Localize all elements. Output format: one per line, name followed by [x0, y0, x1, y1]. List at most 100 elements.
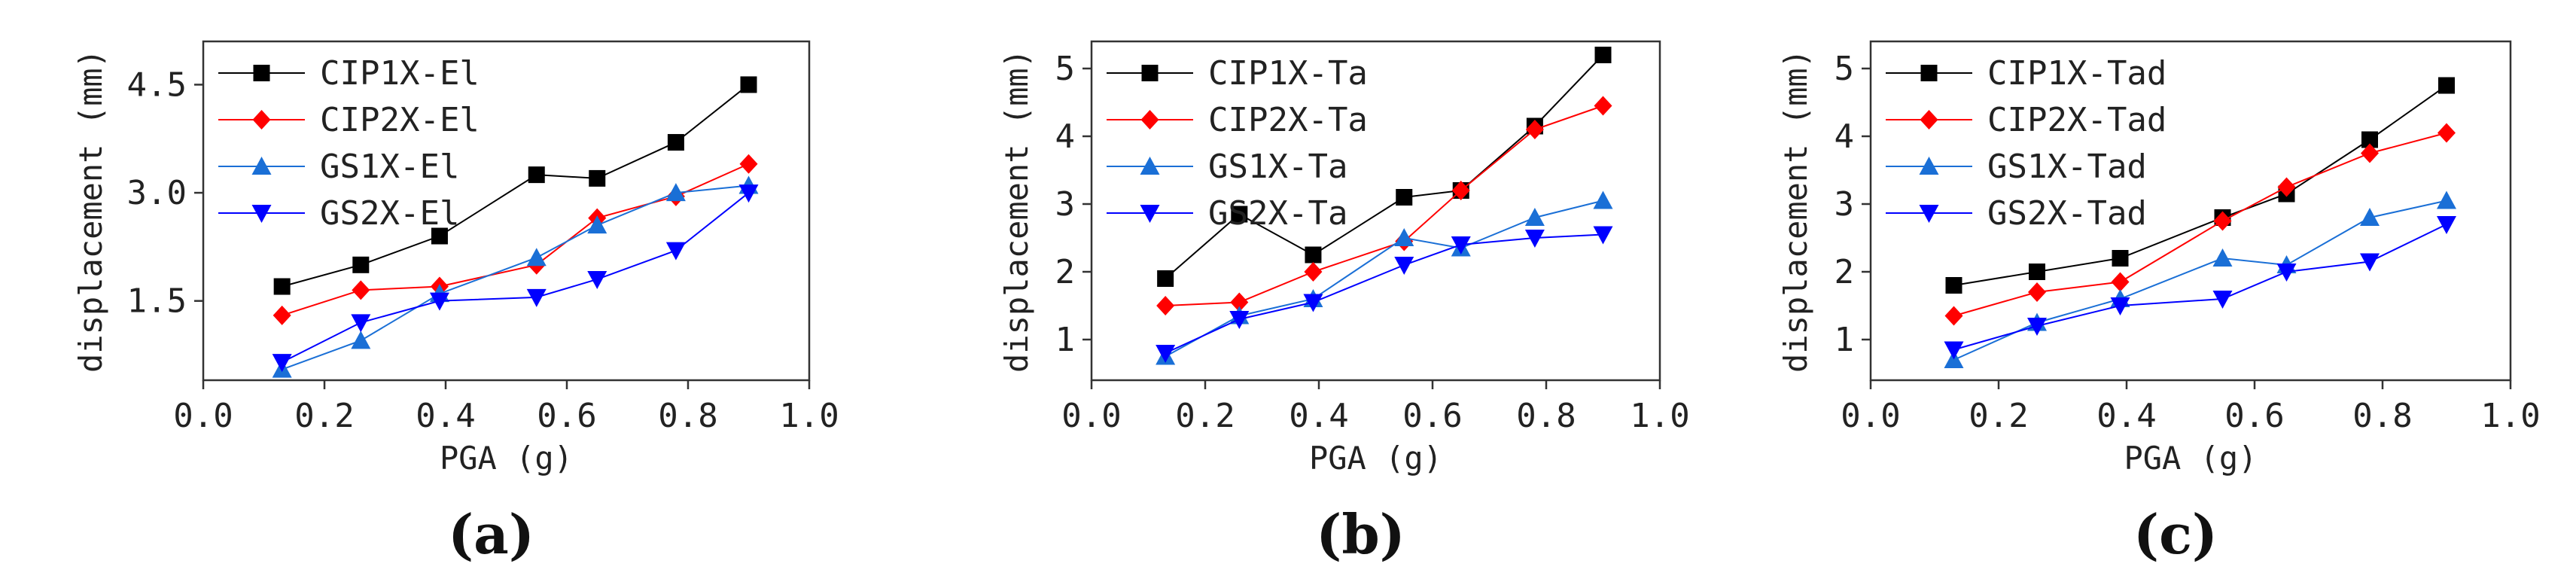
data-point [665, 183, 686, 202]
data-point [429, 292, 449, 311]
legend-label: GS1X-Tad [1987, 148, 2147, 186]
data-point [1396, 189, 1413, 206]
legend-marker [1141, 65, 1159, 81]
data-point [1945, 277, 1962, 294]
x-tick-label: 0.8 [658, 397, 717, 435]
plot-frame [202, 40, 811, 382]
x-axis-label: PGA (g) [1309, 440, 1442, 477]
data-point [2361, 143, 2379, 163]
data-point [2212, 248, 2233, 267]
legend-marker [252, 110, 271, 129]
data-point [1451, 236, 1471, 254]
legend-label: CIP2X-Ta [1208, 101, 1368, 139]
legend-marker [1920, 65, 1938, 81]
x-tick-label: 0.6 [537, 397, 596, 435]
data-point [526, 248, 547, 267]
data-point [1305, 246, 1322, 264]
x-tick-label: 1.0 [2480, 397, 2540, 435]
panel-caption: (b) [1316, 502, 1405, 566]
y-tick-label: 1 [1835, 321, 1855, 359]
x-tick-label: 1.0 [1630, 397, 1689, 435]
data-point [667, 134, 684, 151]
legend-label: GS2X-Ta [1208, 194, 1347, 233]
data-point [1157, 270, 1174, 287]
data-point [665, 242, 686, 261]
data-point [1304, 262, 1323, 282]
data-point [2028, 282, 2046, 302]
x-tick-label: 0.0 [173, 397, 233, 435]
legend-label: CIP1X-Tad [1987, 54, 2166, 93]
legend-label: CIP1X-El [320, 54, 480, 93]
data-point [587, 215, 607, 234]
data-point [2360, 208, 2380, 226]
data-point [1394, 228, 1414, 246]
data-point [1524, 230, 1545, 248]
legend-label: GS1X-Ta [1208, 148, 1347, 186]
panel-caption: (a) [448, 502, 534, 566]
chart-panel-b: 0.0 0.2 0.4 0.6 0.8 1.0 1 2 3 4 5 PGA (g) displaceme… [998, 40, 1690, 566]
x-tick-label: 0.8 [1516, 397, 1576, 435]
data-point [1944, 306, 1963, 326]
data-point [1229, 311, 1250, 329]
data-point [1524, 208, 1545, 226]
data-point [2110, 297, 2130, 315]
data-point [2111, 272, 2130, 292]
legend-label: CIP2X-Tad [1987, 101, 2166, 139]
data-point [2029, 264, 2045, 280]
x-tick-label: 0.0 [1061, 397, 1121, 435]
chart-panel-a: 0.0 0.2 0.4 0.6 0.8 1.0 1.5 3.0 4.5 PGA (g) displa… [72, 40, 839, 566]
legend-marker [253, 65, 270, 81]
data-point [351, 331, 371, 349]
data-point [1594, 47, 1612, 63]
y-axis-label: displacement (mm) [1777, 49, 1814, 373]
y-tick-label: 2 [1055, 253, 1076, 291]
y-tick-label: 3 [1055, 185, 1076, 224]
data-point [351, 314, 371, 333]
y-tick-label: 3 [1835, 185, 1855, 224]
data-point [2213, 211, 2232, 231]
data-point [526, 288, 547, 307]
data-point [739, 154, 758, 174]
legend-marker [1140, 205, 1160, 223]
data-point [1525, 120, 1544, 139]
x-tick-label: 0.4 [1289, 397, 1348, 435]
y-tick-label: 4 [1835, 117, 1855, 156]
y-axis-label: displacement (mm) [72, 49, 109, 373]
x-tick-label: 0.4 [2096, 397, 2156, 435]
x-tick-label: 0.8 [2352, 397, 2412, 435]
data-point [2361, 131, 2378, 148]
x-tick-label: 0.2 [1969, 397, 2028, 435]
x-axis-label: PGA (g) [2124, 440, 2257, 477]
data-point [1944, 341, 1964, 360]
data-point [1593, 226, 1613, 245]
data-point [1156, 296, 1175, 315]
y-tick-label: 4 [1055, 117, 1076, 156]
series-line-GS2X-Ta [1165, 233, 1603, 354]
data-point [528, 166, 545, 184]
y-tick-label: 3.0 [127, 174, 187, 212]
legend-marker [1920, 110, 1938, 129]
y-tick-label: 1 [1055, 321, 1076, 359]
data-point [2437, 190, 2456, 209]
data-point [1593, 190, 1613, 209]
data-point [1231, 206, 1248, 223]
y-tick-label: 4.5 [127, 66, 187, 104]
data-point [352, 256, 370, 273]
data-point [1451, 181, 1470, 200]
data-point [2437, 216, 2456, 234]
legend-marker [1140, 157, 1160, 175]
legend-marker [251, 157, 272, 175]
x-tick-label: 0.2 [1175, 397, 1235, 435]
series-line-CIP2X-El [282, 163, 749, 316]
data-point [1230, 292, 1249, 312]
data-point [738, 184, 759, 203]
legend-label: GS2X-El [320, 194, 459, 233]
data-point [589, 169, 606, 187]
plot-frame [1090, 40, 1661, 382]
legend-label: CIP2X-El [320, 101, 480, 139]
x-tick-label: 0.6 [2224, 397, 2284, 435]
y-tick-label: 5 [1835, 50, 1855, 88]
x-tick-label: 1.0 [779, 397, 839, 435]
legend-label: GS2X-Tad [1987, 194, 2147, 233]
